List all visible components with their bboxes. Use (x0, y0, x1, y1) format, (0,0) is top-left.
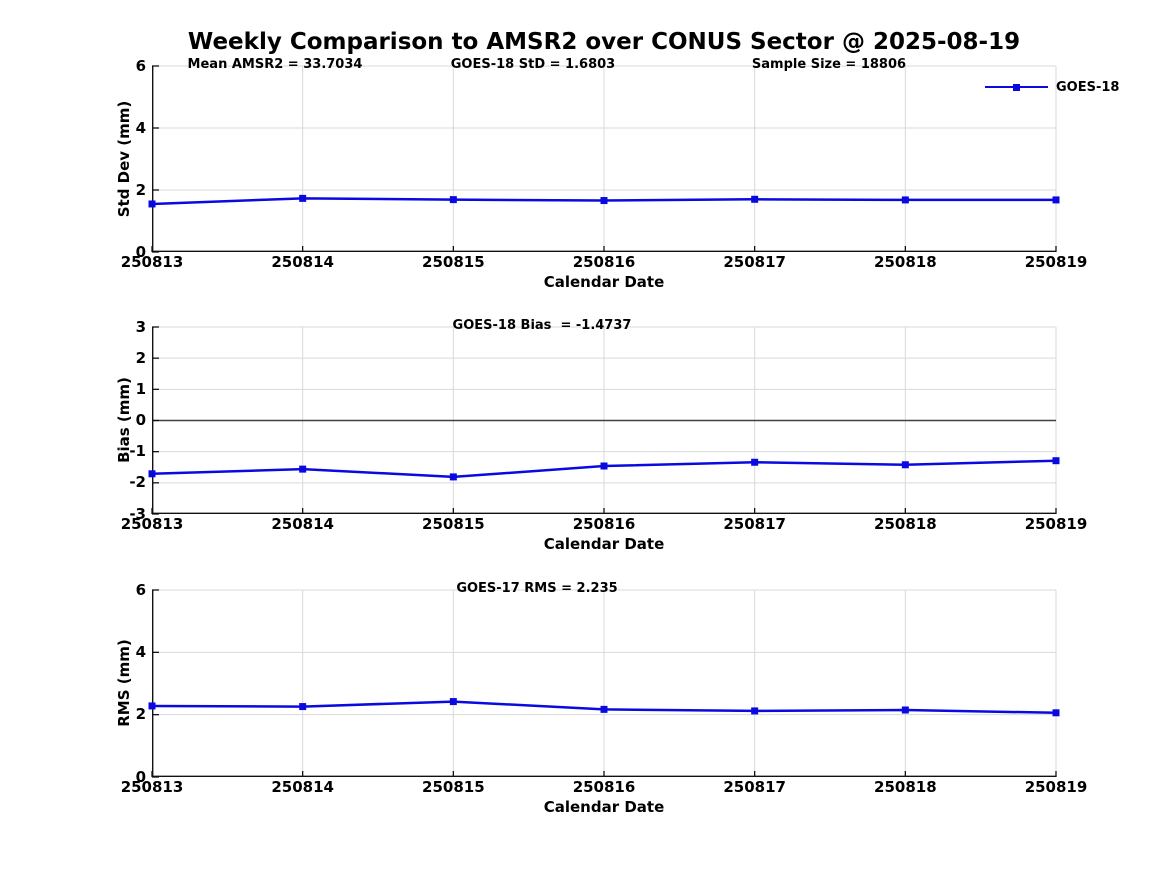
annotation-goes18-std: GOES-18 StD = 1.6803 (450, 57, 616, 72)
data-point-marker (449, 473, 457, 481)
data-point-marker (751, 707, 759, 715)
x-tick-label: 250813 (120, 515, 184, 533)
y-tick-label: 6 (135, 580, 146, 599)
y-tick-label: 2 (135, 348, 146, 367)
data-point-marker (1052, 709, 1060, 717)
rms-plot-area (148, 589, 1060, 778)
y-tick-label: 0 (135, 411, 146, 429)
data-point-marker (1052, 457, 1060, 465)
x-tick-label: 250817 (723, 253, 786, 271)
data-point-marker (148, 702, 156, 710)
data-point-marker (751, 195, 759, 203)
data-point-marker (449, 196, 457, 204)
x-tick-label: 250815 (422, 515, 485, 533)
x-tick-label: 250817 (723, 515, 786, 533)
y-tick-label: 2 (135, 705, 146, 724)
y-tick-label: -2 (129, 473, 146, 492)
y-tick-label: 1 (135, 379, 146, 398)
x-tick-label: 250816 (572, 253, 636, 271)
x-tick-label: 250818 (874, 515, 937, 533)
x-tick-label: 250819 (1024, 515, 1088, 533)
x-tick-label: 250815 (422, 778, 485, 796)
x-tick-label: 250819 (1024, 778, 1088, 796)
bias-x-axis-label: Calendar Date (543, 535, 665, 553)
y-tick-label: 0 (135, 242, 146, 261)
data-point-marker (299, 465, 307, 473)
x-tick-label: 250817 (723, 778, 786, 796)
figure-title: Weekly Comparison to AMSR2 over CONUS Se… (187, 29, 1021, 55)
x-tick-label: 250814 (271, 253, 334, 271)
data-point-marker (1052, 196, 1060, 204)
data-point-marker (751, 458, 759, 466)
x-tick-label: 250814 (271, 515, 334, 533)
data-point-marker (299, 703, 307, 711)
annotation-goes18-bias: GOES-18 Bias = -1.4737 (452, 318, 632, 333)
data-point-marker (901, 196, 909, 204)
data-point-marker (449, 698, 457, 706)
std-dev-plot-area (148, 65, 1060, 253)
annotation-sample-size: Sample Size = 18806 (751, 57, 907, 72)
data-point-marker (600, 462, 608, 470)
data-point-marker (901, 706, 909, 714)
y-tick-label: 0 (135, 767, 146, 786)
data-point-marker (148, 200, 156, 208)
x-tick-label: 250814 (271, 778, 334, 796)
annotation-goes17-rms: GOES-17 RMS = 2.235 (456, 581, 618, 596)
legend-label: GOES-18 (1056, 80, 1120, 95)
std-dev-x-axis-label: Calendar Date (543, 273, 665, 291)
bias-plot-area (148, 326, 1060, 515)
data-point-marker (148, 470, 156, 478)
data-point-marker (600, 197, 608, 205)
rms-x-axis-label: Calendar Date (543, 798, 665, 816)
x-tick-label: 250819 (1024, 253, 1088, 271)
y-tick-label: -3 (129, 504, 146, 523)
y-tick-label: 3 (135, 317, 146, 336)
y-tick-label: -1 (129, 442, 146, 461)
y-tick-label: 4 (135, 118, 146, 137)
x-tick-label: 250813 (120, 778, 184, 796)
data-point-marker (901, 461, 909, 469)
y-tick-label: 2 (135, 180, 146, 199)
x-tick-label: 250818 (874, 778, 937, 796)
y-tick-label: 4 (135, 642, 146, 661)
x-tick-label: 250816 (572, 515, 636, 533)
x-tick-label: 250818 (874, 253, 937, 271)
data-point-marker (299, 194, 307, 202)
x-tick-label: 250816 (572, 778, 636, 796)
data-point-marker (600, 705, 608, 713)
annotation-mean-amsr2: Mean AMSR2 = 33.7034 (187, 57, 363, 72)
legend-marker-square (1013, 83, 1020, 91)
x-tick-label: 250815 (422, 253, 485, 271)
y-tick-label: 6 (135, 56, 146, 75)
x-tick-label: 250813 (120, 253, 184, 271)
